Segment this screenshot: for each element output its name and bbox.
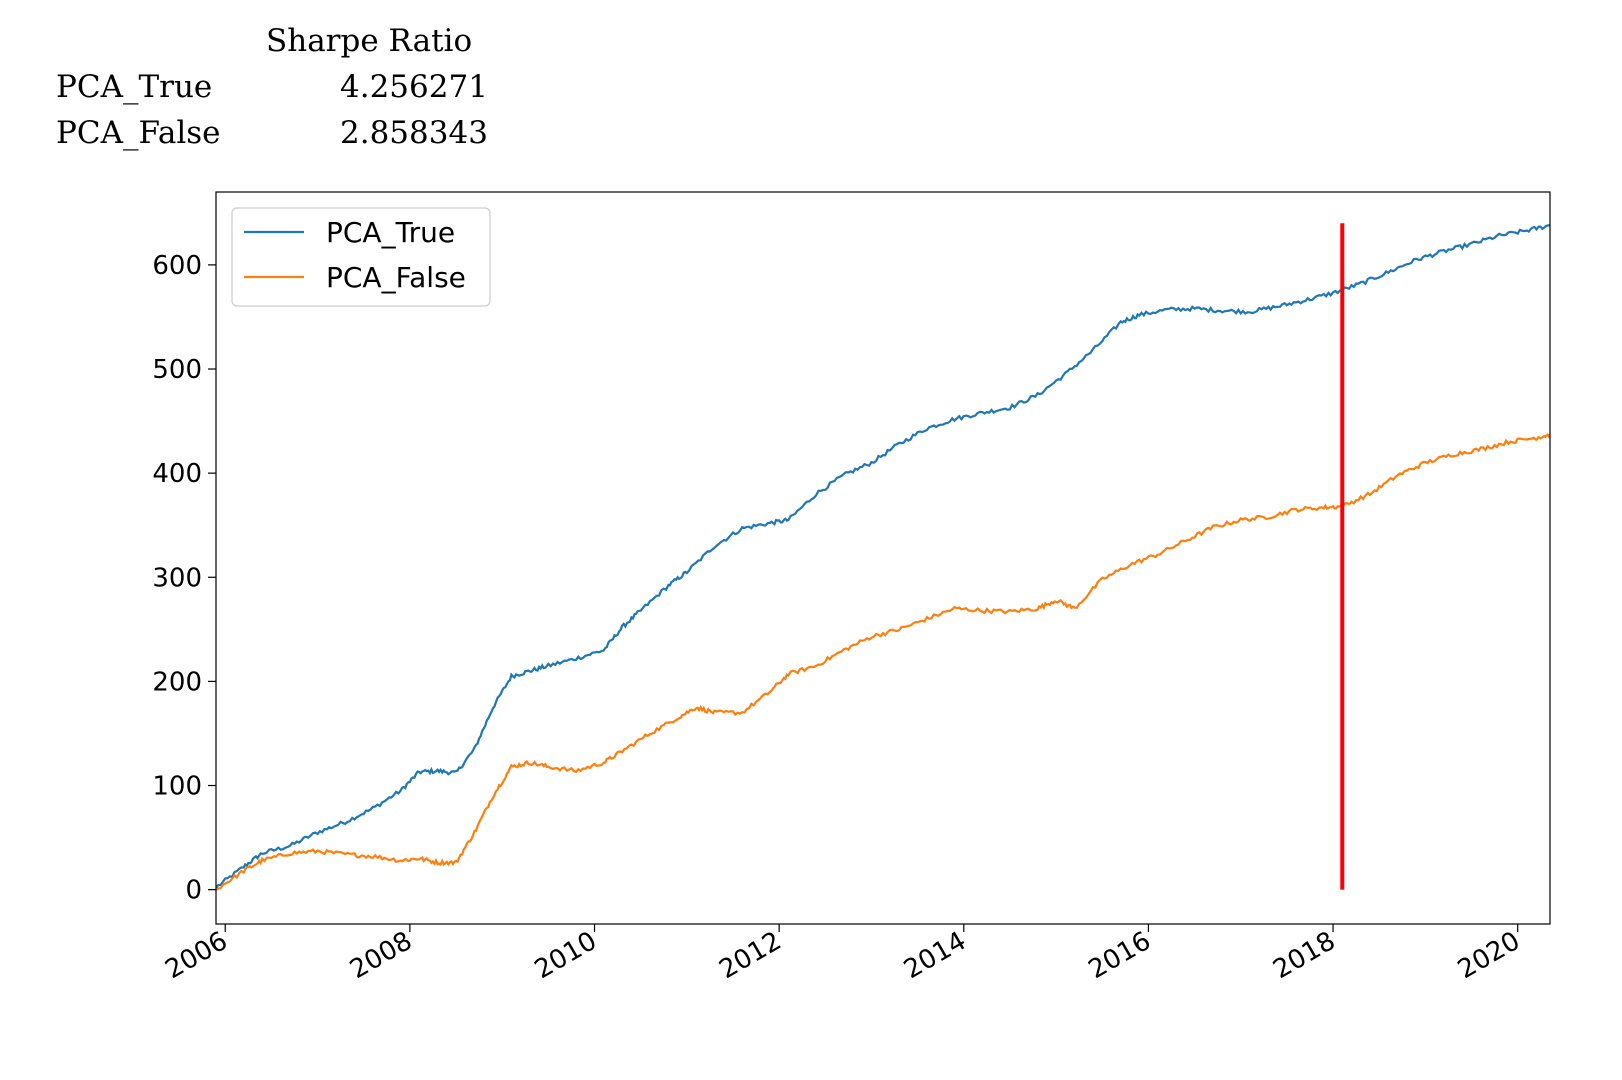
- row-label: PCA_True: [56, 69, 213, 105]
- legend: PCA_True PCA_False: [231, 207, 491, 307]
- x-tick-label: 2018: [1268, 926, 1340, 985]
- plot-area: [216, 223, 1550, 891]
- y-tick-label: 100: [152, 772, 202, 802]
- x-tick-label: 2020: [1453, 926, 1525, 985]
- row-value: 2.858343: [340, 115, 488, 151]
- x-tick-label: 2010: [530, 926, 602, 985]
- x-tick-label: 2016: [1084, 926, 1156, 985]
- series-line-PCA_False: [216, 432, 1550, 891]
- plot-frame: [215, 191, 1551, 925]
- legend-label-PCA_True: PCA_True: [326, 216, 455, 249]
- y-tick-label: 500: [152, 355, 202, 385]
- series-line-PCA_True: [216, 224, 1550, 889]
- y-tick-label: 400: [152, 459, 202, 489]
- x-tick-label: 2012: [714, 926, 786, 985]
- y-tick-label: 300: [152, 563, 202, 593]
- row-label: PCA_False: [56, 115, 221, 151]
- y-tick-label: 600: [152, 251, 202, 281]
- y-tick-label: 200: [152, 667, 202, 697]
- y-tick-label: 0: [185, 876, 202, 906]
- legend-label-PCA_False: PCA_False: [326, 261, 466, 294]
- row-value: 4.256271: [340, 69, 488, 105]
- x-tick-label: 2006: [160, 926, 232, 985]
- x-tick-label: 2014: [899, 926, 971, 985]
- x-tick-label: 2008: [345, 926, 417, 985]
- table-column-header: Sharpe Ratio: [266, 23, 473, 59]
